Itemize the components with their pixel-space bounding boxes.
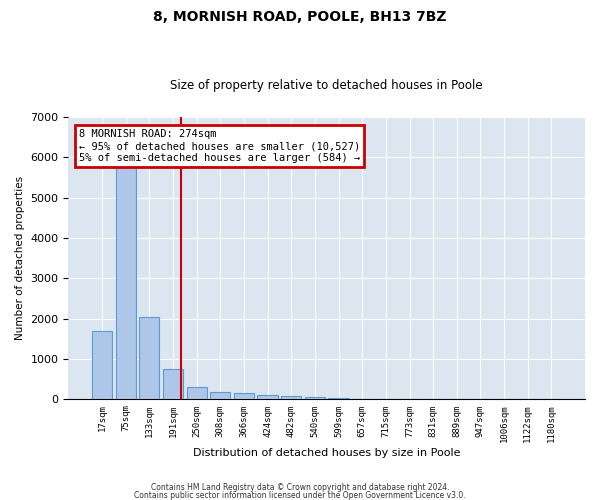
- Bar: [139, 316, 160, 400]
- Text: Contains HM Land Registry data © Crown copyright and database right 2024.: Contains HM Land Registry data © Crown c…: [151, 484, 449, 492]
- Text: Contains public sector information licensed under the Open Government Licence v3: Contains public sector information licen…: [134, 491, 466, 500]
- Bar: [163, 369, 183, 400]
- Bar: [234, 394, 254, 400]
- Bar: [257, 396, 278, 400]
- Bar: [305, 398, 325, 400]
- Bar: [210, 392, 230, 400]
- Y-axis label: Number of detached properties: Number of detached properties: [15, 176, 25, 340]
- Bar: [92, 331, 112, 400]
- Bar: [116, 168, 136, 400]
- Text: 8 MORNISH ROAD: 274sqm
← 95% of detached houses are smaller (10,527)
5% of semi-: 8 MORNISH ROAD: 274sqm ← 95% of detached…: [79, 130, 360, 162]
- Bar: [187, 388, 206, 400]
- Text: 8, MORNISH ROAD, POOLE, BH13 7BZ: 8, MORNISH ROAD, POOLE, BH13 7BZ: [153, 10, 447, 24]
- Title: Size of property relative to detached houses in Poole: Size of property relative to detached ho…: [170, 79, 483, 92]
- Bar: [281, 396, 301, 400]
- X-axis label: Distribution of detached houses by size in Poole: Distribution of detached houses by size …: [193, 448, 460, 458]
- Bar: [328, 398, 349, 400]
